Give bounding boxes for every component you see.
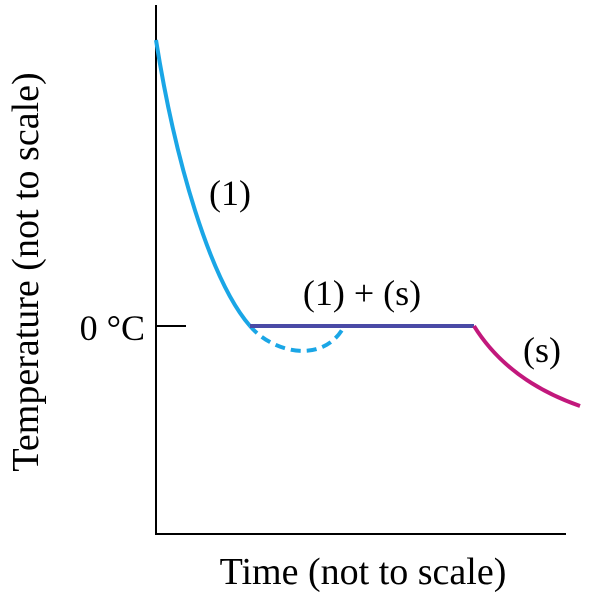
annotation-solid: (s) (523, 330, 561, 370)
liquid-cooling-segment (154, 39, 252, 328)
supercooling-dashed-segment (248, 324, 344, 353)
y-axis-label: Temperature (not to scale) (5, 72, 47, 471)
solid-cooling-segment (472, 324, 581, 408)
annotation-liquid: (1) (209, 173, 251, 213)
y-tick-label-zero: 0 °C (80, 308, 145, 348)
x-axis-label: Time (not to scale) (220, 551, 507, 593)
annotation-liquid-solid: (1) + (s) (303, 273, 421, 313)
